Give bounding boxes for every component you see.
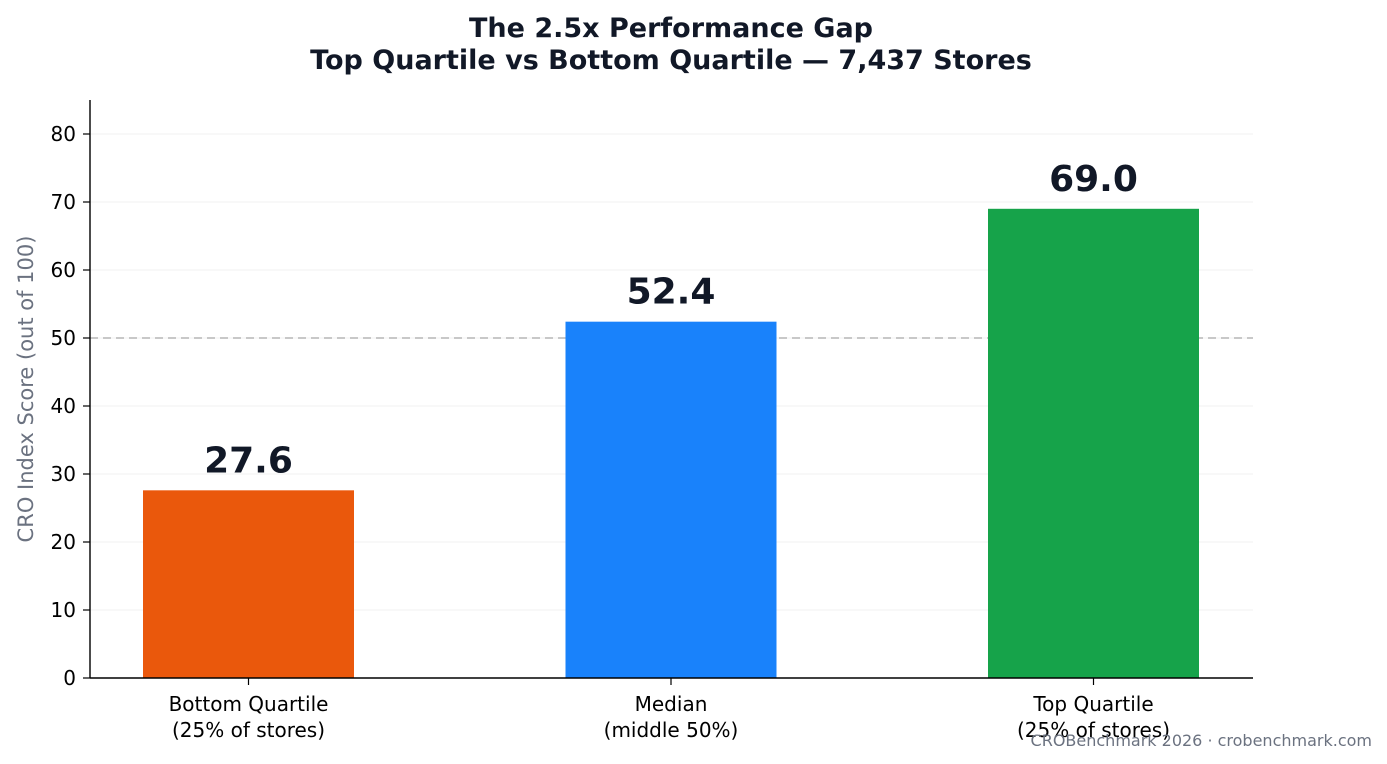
y-tick-label-70: 70 [51,190,76,214]
y-tick-label-80: 80 [51,122,76,146]
bar-2 [988,208,1199,679]
chart-title: The 2.5x Performance Gap Top Quartile vs… [310,13,1032,76]
x-tick-label-2-line-1: (25% of stores) [1017,718,1170,742]
y-tick-label-30: 30 [51,462,76,486]
x-tick-label-0: Bottom Quartile (25% of stores) [169,692,329,742]
x-tick-label-0-line-1: (25% of stores) [172,718,325,742]
data-label-1: 52.4 [627,272,716,313]
y-tick-label-60: 60 [51,258,76,282]
x-tick-label-0-line-0: Bottom Quartile [169,692,329,716]
x-tick-label-2: Top Quartile (25% of stores) [1017,692,1170,742]
chart-title-line-1: The 2.5x Performance Gap [469,13,873,44]
y-tick-label-50: 50 [51,326,76,350]
x-tick-label-1: Median (middle 50%) [604,692,739,742]
y-tick-label-10: 10 [51,598,76,622]
bars [143,208,1199,679]
bar-1 [565,321,777,678]
y-tick-label-0: 0 [63,666,76,690]
y-tick-label-40: 40 [51,394,76,418]
y-axis-ticks: 0 10 20 30 40 50 60 70 80 [51,122,90,690]
x-tick-label-1-line-0: Median [635,692,708,716]
y-tick-label-20: 20 [51,530,76,554]
x-axis-ticks: Bottom Quartile (25% of stores)Median (mid… [169,678,1170,742]
x-tick-label-1-line-1: (middle 50%) [604,718,739,742]
y-axis-label: CRO Index Score (out of 100) [14,236,38,543]
bar-0 [143,490,354,678]
chart-title-line-2: Top Quartile vs Bottom Quartile — 7,437 … [310,45,1032,76]
x-tick-label-2-line-0: Top Quartile [1032,692,1153,716]
data-label-0: 27.6 [204,440,293,481]
data-labels: 27.6 52.4 69.0 [204,159,1138,482]
footer-credit: CROBenchmark 2026 · crobenchmark.com [1031,731,1372,750]
data-label-2: 69.0 [1049,159,1138,200]
